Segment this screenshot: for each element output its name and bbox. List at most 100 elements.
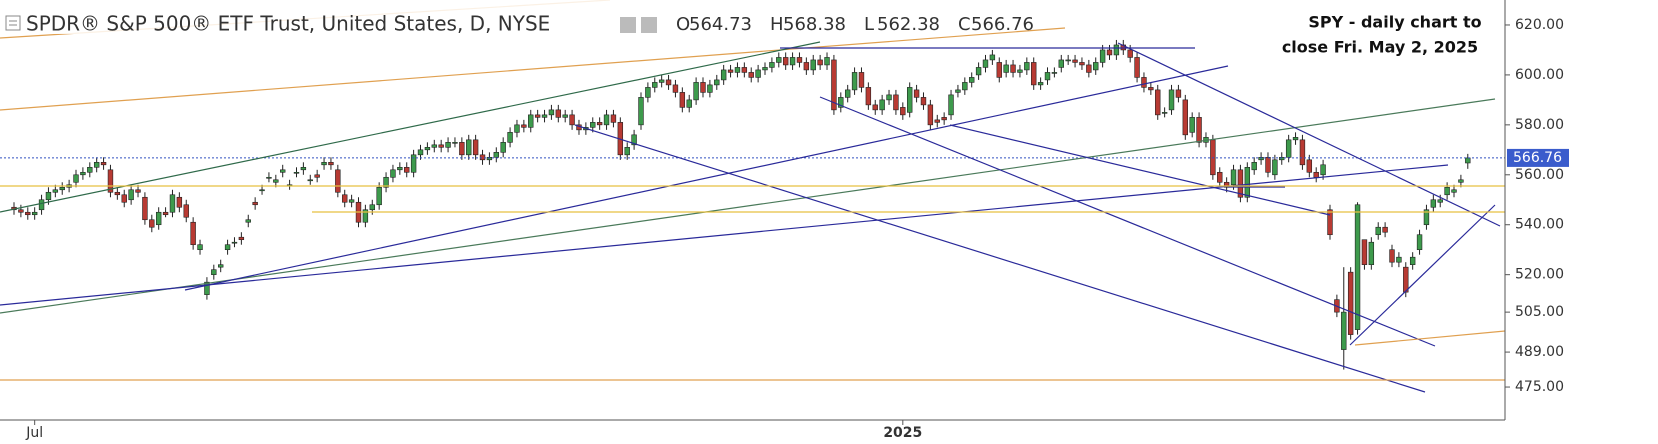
candle-body bbox=[273, 179, 279, 183]
candle-body bbox=[1361, 239, 1368, 265]
candle-body bbox=[100, 162, 107, 166]
candle-body bbox=[590, 122, 596, 128]
candle-body bbox=[321, 162, 327, 166]
ohlc-letter: L bbox=[864, 14, 874, 35]
candle-body bbox=[1024, 62, 1030, 71]
candle-body bbox=[169, 194, 176, 213]
candle-body bbox=[1127, 49, 1133, 58]
candle-body bbox=[431, 144, 437, 148]
candle-body bbox=[514, 124, 520, 133]
candle-body bbox=[962, 82, 968, 91]
x-tick-label: Jul bbox=[25, 425, 43, 441]
candle-body bbox=[989, 54, 996, 61]
candle-body bbox=[252, 201, 258, 206]
candle-body bbox=[858, 72, 865, 88]
candle-body bbox=[541, 114, 548, 118]
candle-body bbox=[652, 82, 658, 88]
candle-body bbox=[197, 244, 203, 251]
candle-body bbox=[452, 142, 458, 144]
candle-body bbox=[218, 264, 224, 268]
candle-body bbox=[1416, 234, 1423, 251]
candle-body bbox=[1210, 139, 1216, 176]
candle-body bbox=[500, 142, 506, 153]
candle-body bbox=[734, 67, 741, 73]
candle-body bbox=[769, 62, 775, 68]
candle-body bbox=[176, 196, 183, 208]
candle-body bbox=[1223, 181, 1230, 188]
candle-body bbox=[1444, 186, 1450, 196]
candle-body bbox=[307, 179, 313, 182]
candle-body bbox=[1368, 241, 1375, 265]
candle-body bbox=[1327, 209, 1333, 236]
candle-body bbox=[1451, 189, 1457, 193]
candle-body bbox=[1051, 72, 1058, 74]
trendline bbox=[574, 124, 1426, 393]
candle-body bbox=[865, 87, 872, 106]
symbol-title: SPDR® S&P 500® ETF Trust, United States,… bbox=[26, 12, 550, 36]
price-axis bbox=[1505, 0, 1658, 444]
candle-body bbox=[73, 174, 79, 183]
candle-body bbox=[906, 87, 913, 113]
candle-body bbox=[18, 209, 24, 213]
candle-body bbox=[686, 99, 692, 108]
candle-body bbox=[314, 174, 320, 178]
ohlc-value: 564.73 bbox=[689, 14, 752, 35]
trendline bbox=[0, 41, 821, 213]
candle-body bbox=[155, 211, 162, 226]
candle-body bbox=[1141, 77, 1147, 88]
candle-body bbox=[1058, 59, 1064, 68]
candle-body bbox=[493, 152, 499, 158]
candle-body bbox=[1285, 139, 1292, 158]
candle-body bbox=[1079, 62, 1085, 66]
trendline bbox=[0, 98, 1496, 314]
candle-body bbox=[293, 171, 300, 174]
candle-body bbox=[183, 204, 189, 218]
y-tick-label: 620.00 bbox=[1515, 17, 1564, 33]
axes: 475.00 489.00 505.00 520.00 540.00 560.00 580.… bbox=[25, 17, 1569, 441]
candle-body bbox=[1458, 179, 1464, 183]
candle-body bbox=[720, 69, 727, 81]
candle-body bbox=[886, 94, 892, 101]
candle-body bbox=[1113, 44, 1120, 56]
candle-body bbox=[741, 67, 748, 73]
candle-body bbox=[562, 114, 568, 118]
candle-body bbox=[817, 59, 823, 66]
candle-body bbox=[1182, 99, 1189, 136]
y-tick-label: 560.00 bbox=[1515, 167, 1564, 183]
candle-body bbox=[920, 97, 927, 106]
candle-body bbox=[679, 92, 686, 108]
candle-body bbox=[280, 169, 286, 173]
candle-body bbox=[1299, 139, 1306, 166]
settings-icon[interactable] bbox=[641, 17, 657, 33]
candle-body bbox=[796, 57, 803, 63]
candle-body bbox=[1279, 157, 1285, 161]
candle-body bbox=[31, 211, 38, 216]
candle-body bbox=[1347, 271, 1354, 335]
y-tick-label: 505.00 bbox=[1515, 304, 1564, 320]
candle-body bbox=[238, 236, 245, 241]
candle-body bbox=[1396, 256, 1402, 263]
ohlc-value: 568.38 bbox=[783, 14, 846, 35]
candle-body bbox=[1189, 117, 1195, 133]
candle-body bbox=[762, 67, 768, 71]
candle-body bbox=[1306, 159, 1313, 173]
ohlc-value: 562.38 bbox=[877, 14, 940, 35]
trendline bbox=[819, 96, 1436, 347]
candle-body bbox=[948, 94, 954, 116]
candle-body bbox=[1086, 64, 1092, 73]
candle-body bbox=[128, 189, 134, 201]
settings-icon[interactable] bbox=[620, 17, 636, 33]
candle-body bbox=[969, 77, 975, 83]
y-tick-label: 600.00 bbox=[1515, 67, 1564, 83]
candle-body bbox=[369, 204, 375, 211]
candle-body bbox=[803, 62, 810, 71]
candle-body bbox=[459, 142, 465, 156]
candle-body bbox=[879, 99, 885, 111]
trendline bbox=[949, 124, 1331, 216]
collapse-icon[interactable] bbox=[5, 15, 21, 31]
candle-body bbox=[1354, 204, 1361, 330]
candle-body bbox=[190, 221, 196, 246]
candle-body bbox=[521, 124, 527, 128]
candle-body bbox=[672, 84, 679, 93]
